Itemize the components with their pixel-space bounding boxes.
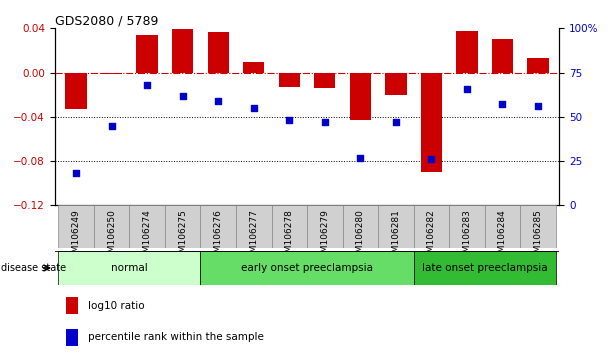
Bar: [136, 35, 158, 73]
Text: GSM106284: GSM106284: [498, 210, 507, 264]
FancyBboxPatch shape: [272, 205, 307, 248]
Point: [142, 82, 152, 88]
Text: normal: normal: [111, 263, 148, 273]
Bar: [243, 62, 264, 73]
Point: [462, 86, 472, 91]
Point: [285, 118, 294, 123]
Bar: [172, 29, 193, 73]
FancyBboxPatch shape: [342, 205, 378, 248]
Text: log10 ratio: log10 ratio: [88, 301, 144, 310]
Text: GDS2080 / 5789: GDS2080 / 5789: [55, 14, 158, 27]
FancyBboxPatch shape: [378, 205, 413, 248]
Point: [320, 119, 330, 125]
Text: late onset preeclampsia: late onset preeclampsia: [422, 263, 548, 273]
Bar: [456, 30, 478, 73]
Text: GSM106278: GSM106278: [285, 210, 294, 264]
Bar: [314, 73, 336, 88]
Text: GSM106275: GSM106275: [178, 210, 187, 264]
Bar: [527, 58, 548, 73]
Bar: [66, 329, 78, 346]
Bar: [413, 251, 556, 285]
Text: disease state: disease state: [1, 263, 66, 273]
FancyBboxPatch shape: [449, 205, 485, 248]
Text: GSM106276: GSM106276: [213, 210, 223, 264]
Bar: [66, 297, 78, 314]
FancyBboxPatch shape: [58, 205, 94, 248]
Bar: [421, 73, 442, 172]
Text: GSM106282: GSM106282: [427, 210, 436, 264]
Point: [497, 102, 507, 107]
FancyBboxPatch shape: [520, 205, 556, 248]
Bar: [66, 73, 87, 109]
Text: GSM106285: GSM106285: [534, 210, 542, 264]
Bar: [207, 32, 229, 73]
Bar: [201, 251, 413, 285]
FancyBboxPatch shape: [94, 205, 130, 248]
Text: GSM106279: GSM106279: [320, 210, 330, 264]
Text: GSM106277: GSM106277: [249, 210, 258, 264]
FancyBboxPatch shape: [307, 205, 342, 248]
FancyBboxPatch shape: [413, 205, 449, 248]
Point: [107, 123, 117, 129]
Text: percentile rank within the sample: percentile rank within the sample: [88, 332, 263, 342]
FancyBboxPatch shape: [236, 205, 272, 248]
Text: GSM106280: GSM106280: [356, 210, 365, 264]
Text: early onset preeclampsia: early onset preeclampsia: [241, 263, 373, 273]
Point: [356, 155, 365, 160]
FancyBboxPatch shape: [201, 205, 236, 248]
Bar: [350, 73, 371, 120]
Point: [71, 171, 81, 176]
Point: [533, 103, 543, 109]
Text: GSM106274: GSM106274: [143, 210, 151, 264]
Text: GSM106250: GSM106250: [107, 210, 116, 264]
Text: GSM106281: GSM106281: [392, 210, 401, 264]
Point: [213, 98, 223, 104]
Bar: [385, 73, 407, 95]
Bar: [101, 73, 122, 74]
Point: [178, 93, 187, 98]
Point: [427, 156, 437, 162]
Point: [391, 119, 401, 125]
Text: GSM106249: GSM106249: [72, 210, 80, 264]
FancyBboxPatch shape: [130, 205, 165, 248]
FancyBboxPatch shape: [485, 205, 520, 248]
Bar: [278, 73, 300, 87]
Bar: [58, 251, 201, 285]
Bar: [492, 39, 513, 73]
FancyBboxPatch shape: [165, 205, 201, 248]
Text: GSM106283: GSM106283: [463, 210, 471, 264]
Point: [249, 105, 258, 111]
